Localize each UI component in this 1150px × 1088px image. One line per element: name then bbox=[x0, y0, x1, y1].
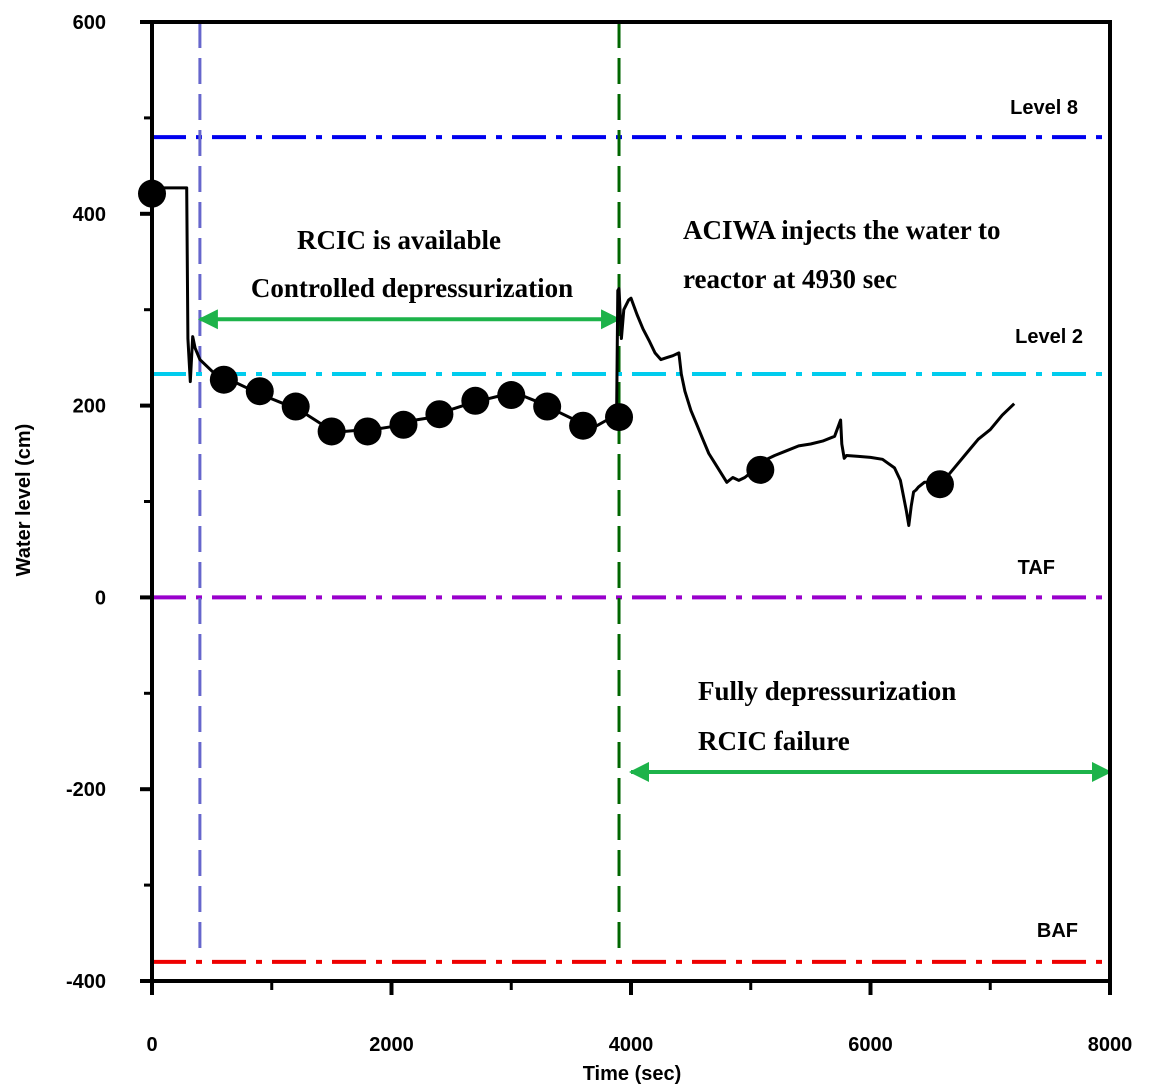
x-tick-label: 4000 bbox=[609, 1034, 654, 1056]
series-marker bbox=[533, 392, 562, 421]
plot-frame bbox=[150, 20, 1112, 983]
series-marker bbox=[425, 400, 454, 429]
y-tick-label: 400 bbox=[73, 204, 106, 226]
series-marker bbox=[746, 455, 775, 484]
ref-label-level2: Level 2 bbox=[1015, 326, 1083, 348]
y-tick-label: 600 bbox=[73, 12, 106, 34]
reference-lines bbox=[152, 135, 1110, 964]
series-marker bbox=[461, 386, 490, 415]
series-marker bbox=[281, 392, 310, 421]
series-marker bbox=[317, 417, 346, 446]
series-line bbox=[151, 186, 1016, 527]
axes bbox=[140, 20, 1112, 995]
series-marker bbox=[605, 403, 634, 432]
ref-label-level8: Level 8 bbox=[1010, 97, 1078, 119]
tick-labels: 0 2000 4000 6000 8000 -400 -200 0 200 400 600 bbox=[66, 12, 1132, 1056]
annotation-rcic-available: RCIC is available bbox=[297, 225, 501, 255]
ref-label-baf: BAF bbox=[1037, 920, 1078, 942]
series-marker bbox=[569, 411, 598, 440]
annotation-controlled-depressurization: Controlled depressurization bbox=[251, 273, 573, 303]
annotation-reactor-4930: reactor at 4930 sec bbox=[683, 264, 897, 294]
series-marker bbox=[389, 410, 418, 439]
series-marker bbox=[925, 470, 954, 499]
y-axis-title: Water level (cm) bbox=[13, 424, 35, 577]
y-tick-label: 200 bbox=[73, 396, 106, 418]
vertical-lines bbox=[198, 22, 621, 953]
annotation-arrows bbox=[197, 309, 1112, 782]
ref-label-taf: TAF bbox=[1018, 557, 1055, 579]
annotation-rcic-failure: RCIC failure bbox=[698, 726, 850, 756]
x-tick-label: 6000 bbox=[848, 1034, 893, 1056]
series-marker bbox=[245, 377, 274, 406]
x-axis-title: Time (sec) bbox=[583, 1063, 682, 1085]
series-marker bbox=[209, 365, 238, 394]
y-tick-label: -200 bbox=[66, 779, 106, 801]
annotation-fully-depressurization: Fully depressurization bbox=[698, 676, 956, 706]
annotation-aciwa-injects: ACIWA injects the water to bbox=[683, 215, 1000, 245]
series-layer bbox=[138, 179, 1016, 527]
series-marker bbox=[353, 417, 382, 446]
x-tick-label: 8000 bbox=[1088, 1034, 1133, 1056]
y-tick-label: -400 bbox=[66, 971, 106, 993]
x-tick-label: 2000 bbox=[369, 1034, 414, 1056]
x-tick-label: 0 bbox=[146, 1034, 157, 1056]
y-tick-label: 0 bbox=[95, 587, 106, 609]
series-marker bbox=[497, 381, 526, 410]
